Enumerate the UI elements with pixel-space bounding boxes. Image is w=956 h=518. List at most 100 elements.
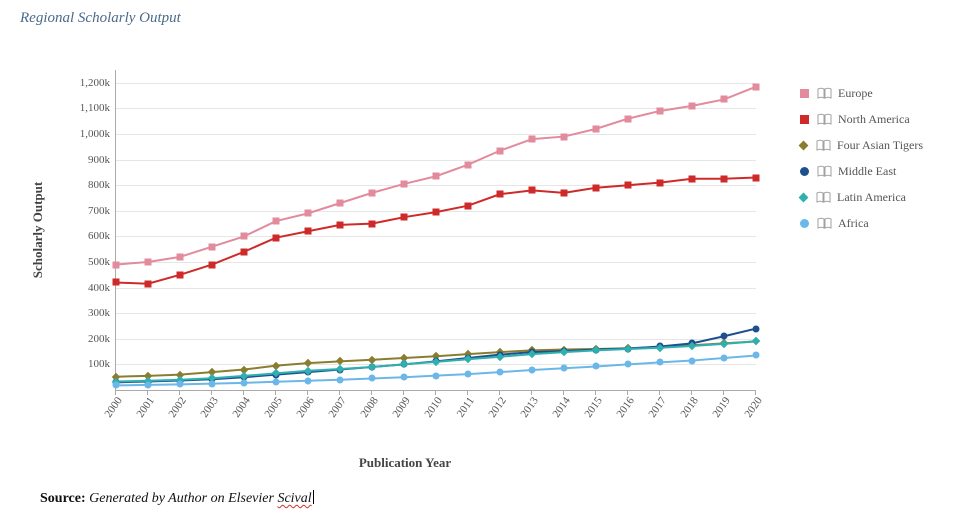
gridline — [116, 288, 756, 289]
x-tick-label: 2015 — [582, 395, 604, 420]
legend-label: Middle East — [838, 164, 896, 179]
data-point — [177, 381, 184, 388]
data-point — [369, 220, 376, 227]
x-tick — [243, 390, 244, 395]
data-point — [657, 107, 664, 114]
data-point — [465, 371, 472, 378]
gridline — [116, 134, 756, 135]
data-point — [721, 333, 728, 340]
x-tick — [563, 390, 564, 395]
data-point — [273, 378, 280, 385]
x-tick — [467, 390, 468, 395]
y-tick-label: 300k — [66, 307, 110, 319]
data-point — [689, 102, 696, 109]
data-point — [113, 261, 120, 268]
data-point — [401, 214, 408, 221]
data-point — [305, 228, 312, 235]
data-point — [721, 175, 728, 182]
legend-item[interactable]: Middle East — [800, 158, 923, 184]
data-point — [625, 115, 632, 122]
legend-label: Four Asian Tigers — [837, 138, 923, 153]
legend-item[interactable]: Four Asian Tigers — [800, 132, 923, 158]
data-point — [593, 184, 600, 191]
legend-swatch — [799, 140, 809, 150]
data-point — [465, 202, 472, 209]
data-point — [241, 233, 248, 240]
x-tick-label: 2012 — [486, 395, 508, 420]
gridline — [116, 83, 756, 84]
data-point — [177, 271, 184, 278]
y-tick-label: 100k — [66, 358, 110, 370]
legend: Europe North America Four Asian Tigers Midd… — [800, 80, 923, 236]
data-point — [561, 189, 568, 196]
y-tick-label: 400k — [66, 282, 110, 294]
data-point — [529, 367, 536, 374]
x-tick-label: 2008 — [358, 395, 380, 420]
legend-item[interactable]: Latin America — [800, 184, 923, 210]
x-tick — [691, 390, 692, 395]
data-point — [209, 243, 216, 250]
plot-area — [115, 70, 756, 391]
data-point — [113, 279, 120, 286]
legend-item[interactable]: Europe — [800, 80, 923, 106]
x-tick — [115, 390, 116, 395]
data-point — [657, 359, 664, 366]
book-icon — [817, 87, 832, 100]
chart-title: Regional Scholarly Output — [20, 10, 181, 27]
data-point — [337, 221, 344, 228]
data-point — [753, 83, 760, 90]
data-point — [721, 96, 728, 103]
data-point — [305, 210, 312, 217]
x-tick-label: 2016 — [614, 395, 636, 420]
gridline — [116, 236, 756, 237]
data-point — [337, 200, 344, 207]
text-cursor-icon — [313, 490, 314, 504]
y-tick-label: 700k — [66, 205, 110, 217]
x-tick — [371, 390, 372, 395]
x-tick — [339, 390, 340, 395]
x-tick — [755, 390, 756, 395]
data-point — [497, 147, 504, 154]
book-icon — [817, 113, 832, 126]
data-point — [753, 352, 760, 359]
x-tick — [275, 390, 276, 395]
x-tick-label: 2010 — [422, 395, 444, 420]
x-tick — [435, 390, 436, 395]
x-tick-label: 2017 — [646, 395, 668, 420]
gridline — [116, 313, 756, 314]
data-point — [497, 369, 504, 376]
data-point — [433, 173, 440, 180]
y-tick-label: 1,000k — [66, 128, 110, 140]
x-tick-label: 2003 — [198, 395, 220, 420]
x-tick-label: 2018 — [678, 395, 700, 420]
x-tick-label: 2004 — [230, 395, 252, 420]
data-point — [625, 361, 632, 368]
x-tick — [627, 390, 628, 395]
data-point — [241, 248, 248, 255]
y-tick-label: 1,200k — [66, 77, 110, 89]
legend-item[interactable]: Africa — [800, 210, 923, 236]
data-point — [689, 175, 696, 182]
y-tick-label: 800k — [66, 179, 110, 191]
book-icon — [816, 139, 831, 152]
x-tick — [659, 390, 660, 395]
data-point — [400, 360, 408, 368]
x-tick-label: 2020 — [742, 395, 764, 420]
x-tick-label: 2007 — [326, 395, 348, 420]
data-point — [497, 191, 504, 198]
legend-label: North America — [838, 112, 910, 127]
data-point — [561, 133, 568, 140]
source-caption: Source: Generated by Author on Elsevier … — [40, 490, 314, 507]
x-tick-label: 2006 — [294, 395, 316, 420]
data-point — [721, 355, 728, 362]
y-tick-label: 500k — [66, 256, 110, 268]
y-tick-label: 600k — [66, 230, 110, 242]
x-tick — [595, 390, 596, 395]
data-point — [273, 234, 280, 241]
data-point — [401, 374, 408, 381]
legend-label: Africa — [838, 216, 869, 231]
x-axis-label: Publication Year — [30, 455, 780, 471]
data-point — [209, 380, 216, 387]
legend-item[interactable]: North America — [800, 106, 923, 132]
x-tick-label: 2011 — [455, 395, 477, 420]
